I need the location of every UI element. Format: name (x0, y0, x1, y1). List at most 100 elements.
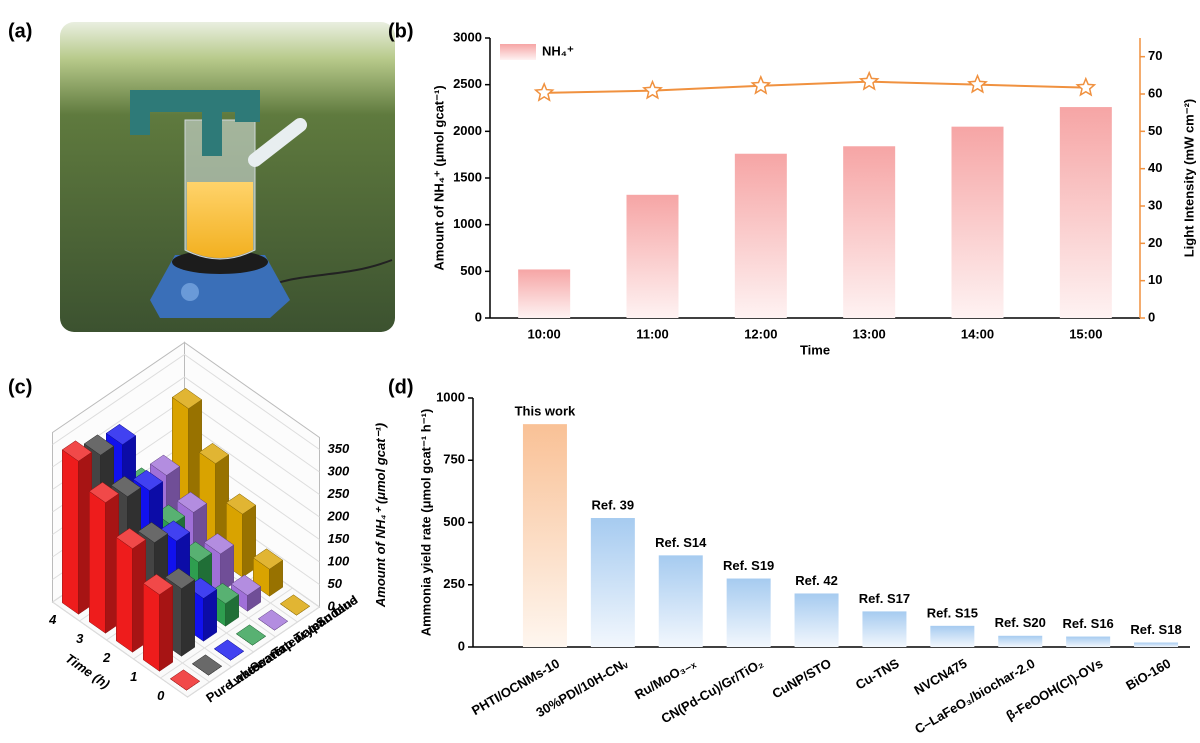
bar (795, 593, 839, 647)
x-tick-label: C–LaFeO₃/biochar-2.0 (912, 656, 1037, 737)
photo (60, 22, 395, 332)
y-tick-label: 500 (460, 263, 482, 278)
x-tick-label: 12:00 (744, 326, 777, 341)
x-tick-label: 10:00 (528, 326, 561, 341)
y2-axis-label: Light Intensity (mW cm⁻²) (1181, 99, 1196, 258)
y-axis-label: Amount of NH₄⁺ (μmol gcat⁻¹) (431, 85, 446, 270)
point-star (536, 84, 553, 100)
bar-annotation: This work (515, 404, 576, 419)
x-tick-label: 1 (130, 669, 137, 684)
z-tick-label: 100 (328, 553, 350, 568)
point-star (644, 82, 661, 98)
y2-tick-label: 40 (1148, 160, 1162, 175)
x-tick-label: 0 (157, 688, 165, 703)
y-tick-label: 500 (443, 514, 465, 529)
bar (735, 154, 787, 318)
x-tick-label: Cu-TNS (853, 655, 902, 692)
series-label: Sudan I (313, 592, 360, 631)
panel-label: (a) (8, 20, 32, 42)
bar (930, 626, 974, 647)
y2-tick-label: 10 (1148, 272, 1162, 287)
z-tick-label: 350 (328, 441, 350, 456)
bar-face-left (89, 491, 105, 633)
figure: (a) (b)050010001500200025003000010203040… (0, 0, 1200, 743)
y-tick-label: 0 (458, 638, 465, 653)
legend-swatch (500, 44, 536, 60)
x-tick-label: 11:00 (636, 326, 669, 341)
bar (1060, 107, 1112, 318)
knob (181, 283, 199, 301)
liquid (187, 182, 253, 258)
bar (998, 636, 1042, 647)
bar-face-right (182, 580, 195, 657)
x-tick-label: 15:00 (1069, 326, 1102, 341)
y-axis-label: Ammonia yield rate (μmol gcat⁻¹ h⁻¹) (418, 409, 433, 637)
point-star (1077, 79, 1094, 95)
x-tick-label: CuNP/STO (770, 656, 834, 702)
bar-face-left (62, 450, 78, 614)
bar-annotation: Ref. S20 (995, 615, 1046, 630)
bar (727, 579, 771, 647)
point-star (969, 76, 986, 92)
clamp (235, 92, 260, 122)
bar-face-right (160, 586, 173, 672)
bar-annotation: Ref. S18 (1130, 622, 1181, 637)
bar-face-left (116, 537, 132, 652)
bar (659, 555, 703, 647)
y-tick-label: 1500 (453, 169, 482, 184)
bar (1066, 637, 1110, 647)
point-star (861, 73, 878, 89)
bar (523, 424, 567, 647)
bar-annotation: Ref. S17 (859, 591, 910, 606)
line (544, 82, 1086, 93)
bar-annotation: Ref. S19 (723, 558, 774, 573)
panel-label: (c) (8, 376, 32, 398)
y-tick-label: 2500 (453, 76, 482, 91)
bar (843, 146, 895, 318)
y2-tick-label: 30 (1148, 197, 1162, 212)
x-tick-label: 4 (48, 612, 57, 627)
bar-annotation: Ref. S16 (1062, 616, 1113, 631)
panel-label: (b) (388, 20, 414, 42)
z-tick-label: 150 (328, 531, 350, 546)
y2-tick-label: 0 (1148, 309, 1155, 324)
bar-annotation: Ref. 42 (795, 573, 838, 588)
z-tick-label: 50 (328, 576, 343, 591)
bar-annotation: Ref. S14 (655, 535, 707, 550)
x-tick-label: 13:00 (853, 326, 886, 341)
bar (952, 127, 1004, 318)
bar-face-left (143, 583, 159, 671)
y2-tick-label: 70 (1148, 48, 1162, 63)
z-tick-label: 300 (328, 463, 350, 478)
bar (1134, 643, 1178, 647)
x-axis-label: Time (800, 342, 830, 357)
legend-label: NH₄⁺ (542, 43, 574, 58)
bar-annotation: Ref. S15 (927, 605, 978, 620)
y-tick-label: 0 (475, 309, 482, 324)
y-tick-label: 1000 (436, 389, 465, 404)
y-tick-label: 3000 (453, 29, 482, 44)
y2-tick-label: 50 (1148, 123, 1162, 138)
bar (518, 269, 570, 318)
bar-annotation: Ref. 39 (592, 497, 635, 512)
z-axis-label: Amount of NH₄⁺ (μmol gcat⁻¹) (373, 423, 388, 608)
clamp (202, 106, 222, 156)
bar (591, 518, 635, 647)
z-tick-label: 200 (327, 508, 350, 523)
y-tick-label: 1000 (453, 216, 482, 231)
x-tick-label: 3 (76, 631, 84, 646)
y2-tick-label: 20 (1148, 235, 1162, 250)
x-tick-label: NVCN475 (911, 656, 969, 698)
y-tick-label: 750 (443, 452, 465, 467)
clamp (130, 90, 150, 135)
x-tick-label: 14:00 (961, 326, 994, 341)
z-tick-label: 250 (327, 486, 350, 501)
x-tick-label: BiO-160 (1123, 656, 1173, 694)
y-tick-label: 250 (443, 576, 465, 591)
bar (862, 611, 906, 647)
point-star (752, 77, 769, 93)
bar (627, 195, 679, 318)
y2-tick-label: 60 (1148, 85, 1162, 100)
x-tick-label: 2 (102, 650, 111, 665)
panel-label: (d) (388, 376, 414, 398)
